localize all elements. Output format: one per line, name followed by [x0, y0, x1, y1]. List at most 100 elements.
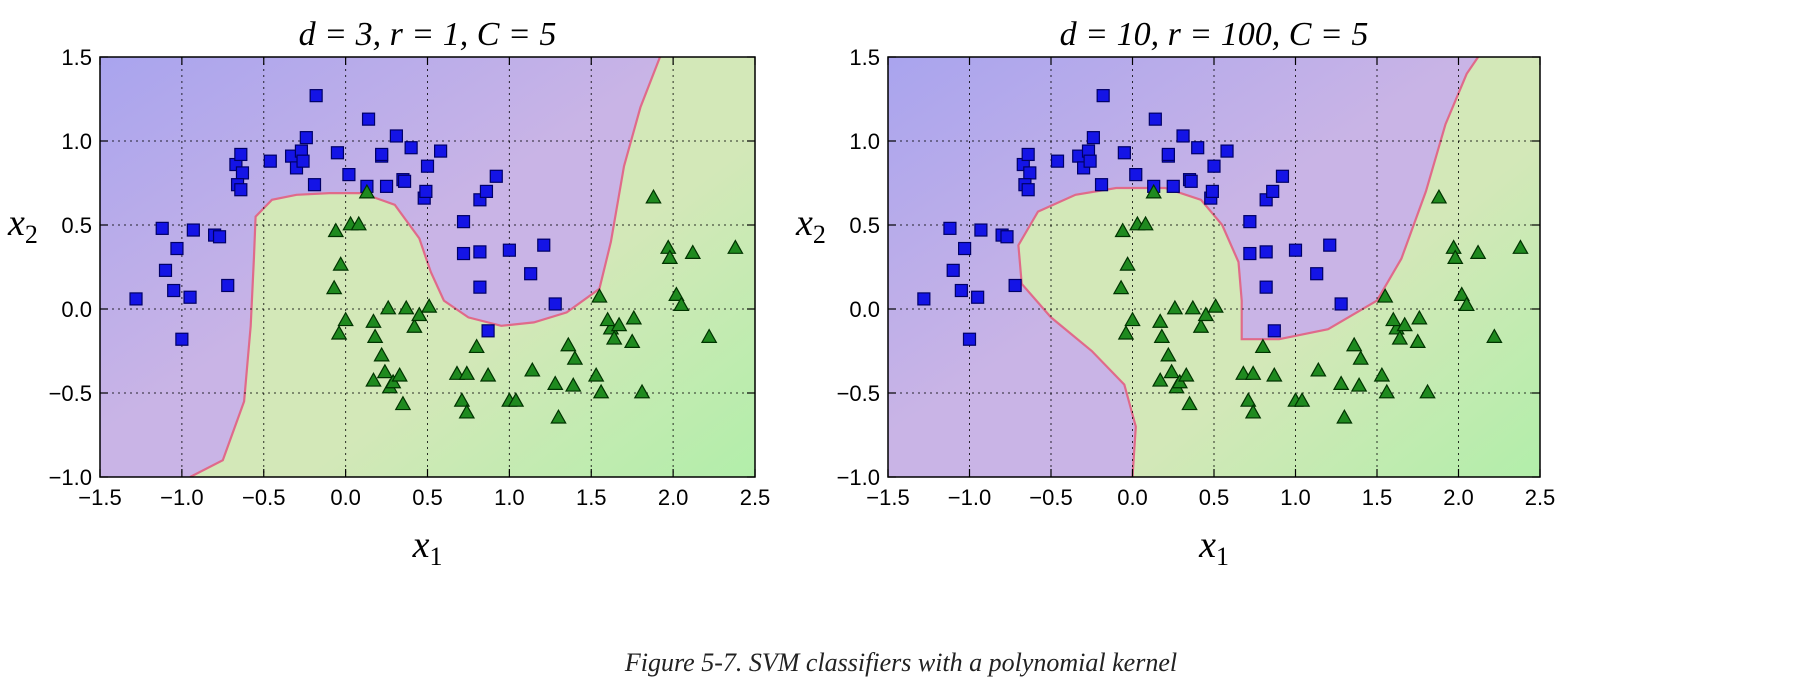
point-class0	[397, 174, 412, 188]
point-class1	[458, 403, 476, 419]
x-tick-label: −1.5	[78, 485, 121, 510]
point-class0	[1050, 154, 1065, 168]
point-class0	[1008, 278, 1022, 293]
point-class1	[1240, 392, 1257, 407]
point-class1	[1137, 215, 1154, 231]
point-class0	[1184, 174, 1198, 188]
point-class1	[1391, 330, 1409, 345]
point-class1	[1151, 313, 1169, 328]
y-tick-label: 0.0	[849, 297, 880, 322]
point-class0	[235, 166, 250, 180]
point-class1	[337, 311, 354, 327]
point-class0	[1117, 146, 1131, 160]
x-axis-label: x1	[1198, 524, 1229, 571]
point-class0	[524, 267, 538, 281]
point-class0	[212, 230, 227, 244]
point-class1	[1184, 299, 1202, 315]
point-class0	[404, 141, 418, 155]
point-class1	[1181, 395, 1198, 411]
point-class0	[456, 246, 471, 261]
point-class1	[1469, 244, 1487, 259]
point-class1	[391, 366, 408, 382]
point-class1	[1486, 328, 1503, 343]
point-class0	[1205, 184, 1219, 198]
point-class0	[170, 241, 184, 256]
point-class1	[350, 215, 367, 231]
point-class1	[599, 311, 616, 327]
point-class1	[394, 395, 412, 411]
point-class1	[1376, 288, 1394, 303]
x-tick-label: −1.0	[948, 485, 991, 510]
region-class1	[1018, 57, 1540, 477]
point-class0	[1161, 147, 1175, 162]
point-class1	[661, 249, 679, 264]
point-class1	[1409, 333, 1426, 348]
point-class0	[1334, 297, 1348, 311]
point-class0	[221, 278, 235, 293]
point-class1	[565, 377, 582, 392]
point-class0	[1267, 324, 1281, 338]
point-class1	[673, 296, 690, 312]
point-class0	[943, 221, 957, 235]
point-class0	[330, 146, 345, 160]
point-class0	[473, 280, 487, 294]
y-tick-label: 1.0	[849, 129, 880, 154]
point-class0	[1323, 238, 1337, 252]
y-tick-label: 0.5	[849, 213, 880, 238]
point-class0	[420, 159, 435, 173]
point-class1	[373, 346, 390, 362]
point-class1	[365, 313, 382, 328]
x-tick-label: 1.5	[1362, 485, 1393, 510]
point-class0	[299, 131, 313, 145]
point-class1	[1447, 249, 1464, 264]
point-class0	[1288, 243, 1303, 257]
point-class1	[1411, 309, 1428, 325]
point-class1	[1145, 183, 1162, 199]
point-class1	[610, 316, 628, 332]
point-class1	[1244, 403, 1262, 419]
point-class1	[1117, 324, 1135, 340]
x-tick-label: 2.5	[740, 485, 771, 510]
point-class1	[566, 350, 584, 365]
point-class1	[524, 361, 541, 377]
point-class1	[633, 383, 651, 399]
point-class0	[263, 154, 277, 168]
point-class1	[1114, 222, 1131, 238]
point-class1	[397, 299, 415, 315]
point-class1	[546, 375, 564, 390]
figure-caption: Figure 5-7. SVM classifiers with a polyn…	[624, 648, 1178, 677]
point-class1	[1124, 311, 1141, 327]
point-class0	[234, 147, 248, 162]
point-class1	[1430, 188, 1448, 204]
point-class1	[468, 338, 485, 354]
point-class1	[406, 318, 423, 333]
point-class0	[1191, 141, 1205, 155]
y-tick-label: −0.5	[49, 381, 92, 406]
point-class1	[1385, 311, 1402, 327]
point-class0	[129, 292, 143, 306]
point-class1	[1350, 377, 1368, 392]
y-tick-label: −0.5	[837, 381, 880, 406]
point-class1	[453, 392, 471, 407]
point-class0	[479, 184, 494, 198]
point-class0	[1094, 178, 1109, 192]
point-class1	[1207, 298, 1224, 313]
x-tick-label: 1.0	[1280, 485, 1311, 510]
x-tick-label: 0.0	[1117, 485, 1148, 510]
point-class1	[420, 298, 438, 313]
point-class1	[1254, 338, 1272, 354]
point-class1	[1166, 299, 1184, 315]
y-tick-label: 1.5	[849, 45, 880, 70]
point-class0	[375, 147, 389, 162]
point-class1	[1153, 328, 1171, 343]
x-tick-label: 1.5	[576, 485, 607, 510]
point-class1	[1419, 383, 1436, 399]
point-class1	[1244, 365, 1262, 380]
decision-boundary	[189, 57, 662, 477]
point-class0	[155, 221, 169, 235]
point-class1	[684, 244, 702, 259]
point-class1	[592, 383, 610, 399]
point-class0	[234, 183, 248, 197]
point-class1	[625, 309, 643, 325]
point-class1	[327, 222, 345, 238]
